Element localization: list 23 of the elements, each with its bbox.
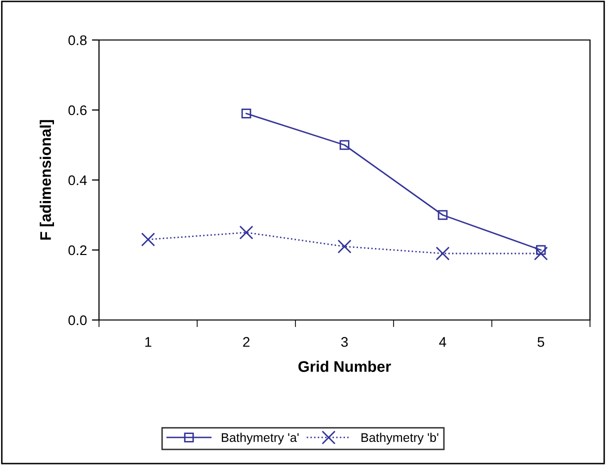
point — [338, 240, 352, 254]
y-tick-label: 0.8 — [68, 35, 87, 46]
legend-label: Bathymetry 'b' — [362, 432, 438, 444]
point — [340, 140, 350, 150]
x-tick-label: 4 — [439, 337, 446, 347]
y-axis-title: F [adimensional] — [40, 120, 54, 240]
y-tick-label: 0.0 — [68, 315, 87, 326]
y-tick-label: 0.4 — [68, 175, 87, 186]
y-tick-label: 0.2 — [68, 245, 86, 256]
point — [241, 108, 252, 118]
x-tick-label: 2 — [243, 337, 250, 347]
point — [436, 246, 450, 260]
point — [438, 210, 448, 220]
point — [239, 226, 254, 240]
x-tick-label: 5 — [538, 337, 544, 347]
y-tick-label: 0.6 — [68, 105, 87, 116]
x-tick-label: 1 — [145, 337, 152, 347]
point — [534, 246, 548, 260]
point — [141, 232, 156, 246]
legend-label: Bathymetry 'a' — [222, 432, 299, 444]
x-axis-title: Grid Number — [298, 360, 391, 372]
x-tick-label: 3 — [341, 337, 348, 347]
point — [536, 245, 546, 255]
